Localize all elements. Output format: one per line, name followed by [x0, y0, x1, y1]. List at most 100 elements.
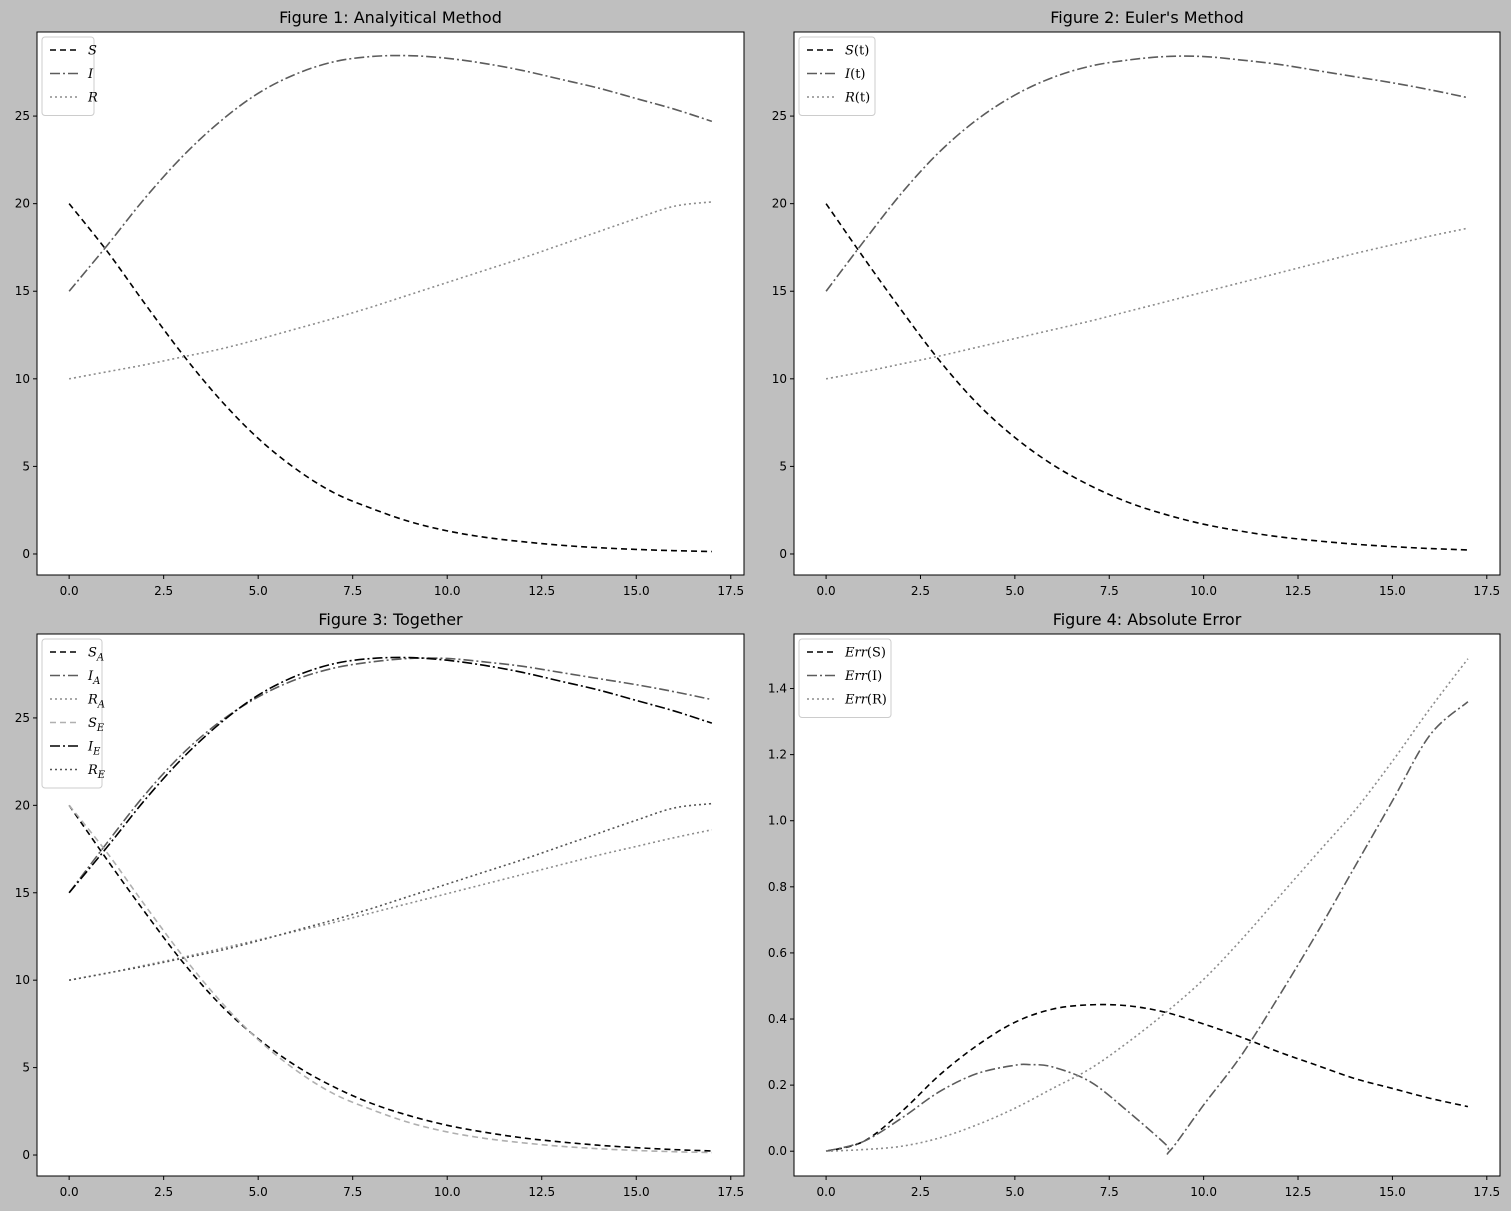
plot-area [37, 32, 744, 575]
legend-label: SE [88, 716, 105, 734]
y-tick-label: 20 [15, 197, 30, 211]
x-tick-label: 0.0 [817, 584, 836, 598]
plot-frame [793, 633, 1501, 1177]
chart-1-svg: Figure 1: Analyitical Method 0.0 2.5 5.0 7.5… [15, 8, 745, 598]
series-line-i [68, 54, 713, 292]
y-tick-label: 10 [772, 372, 787, 386]
x-tick-label: 10.0 [1190, 584, 1217, 598]
y-tick-label: 0 [22, 1148, 30, 1162]
x-tick-label: 15.0 [623, 1185, 650, 1199]
legend-box [798, 638, 892, 718]
y-tick-label: 0.6 [768, 946, 787, 960]
legend: SIR [41, 36, 98, 116]
x-tick-label: 0.0 [817, 1185, 836, 1199]
legend-label-suffix: (I) [867, 669, 882, 684]
legend-label: R [87, 91, 98, 106]
legend-box [798, 36, 876, 116]
legend-label: I(t) [844, 67, 866, 82]
x-tick-label: 17.5 [717, 584, 744, 598]
x-tick-label: 7.5 [1100, 1185, 1119, 1199]
legend-label-main: I [87, 740, 94, 755]
plot-frame [793, 31, 1501, 576]
legend-label-main: Err [844, 693, 868, 708]
legend-label-main: R [844, 91, 855, 106]
y-tick-label: 20 [15, 798, 30, 812]
legend-label-subscript: A [96, 653, 104, 664]
x-tick-label: 17.5 [1473, 584, 1500, 598]
series-line-s-t [825, 203, 1468, 551]
x-tick-label: 10.0 [434, 584, 461, 598]
x-tick-label: 17.5 [1473, 1185, 1500, 1199]
series-line-err-r [826, 658, 1469, 1153]
legend-label-main: R [87, 763, 98, 778]
x-tick-label: 17.5 [717, 1185, 744, 1199]
y-tick-label: 10 [15, 372, 30, 386]
legend-label-main: Err [844, 669, 868, 684]
x-tick-label: 10.0 [1190, 1185, 1217, 1199]
x-tick-label: 5.0 [249, 584, 268, 598]
legend-label-subscript: A [97, 700, 105, 711]
x-tick-label: 0.0 [60, 584, 79, 598]
chart-4-svg: Figure 4: Absolute Error 0.0 2.5 5.0 7.5 10.0… [768, 610, 1501, 1199]
series-line-err-s [825, 1003, 1469, 1152]
series-line-s [68, 203, 712, 553]
y-tick-label: 15 [15, 284, 30, 298]
chart-panel-3: Figure 3: Together 0.0 2.5 5.0 7.5 10.0 12.5 15… [0, 605, 756, 1211]
x-tick-label: 15.0 [623, 584, 650, 598]
legend: S(t)I(t)R(t) [798, 36, 876, 116]
y-tick-label: 0.4 [768, 1012, 787, 1026]
legend-label-subscript: A [92, 676, 100, 687]
x-tick-label: 10.0 [434, 1185, 461, 1199]
legend-label-main: I [844, 67, 851, 82]
legend-label: RA [87, 693, 105, 711]
legend-label-main: R [87, 91, 98, 106]
legend-label-suffix: (t) [854, 44, 869, 59]
chart-2-svg: Figure 2: Euler's Method 0.0 2.5 5.0 7.5 10.0… [772, 8, 1501, 598]
x-tick-label: 2.5 [911, 584, 930, 598]
y-tick-label: 1.2 [768, 748, 787, 762]
legend-label: Err(R) [844, 693, 887, 708]
legend-label: IE [87, 740, 101, 758]
legend-label-suffix: (t) [850, 67, 865, 82]
y-tick-label: 1.4 [768, 682, 787, 696]
y-tick-label: 0 [22, 547, 30, 561]
legend-box [41, 36, 95, 116]
x-tick-label: 12.5 [1285, 584, 1312, 598]
x-tick-label: 2.5 [154, 1185, 173, 1199]
x-tick-label: 15.0 [1379, 584, 1406, 598]
x-tick-label: 12.5 [1285, 1185, 1312, 1199]
y-tick-label: 0 [779, 547, 787, 561]
legend-label: Err(S) [844, 646, 886, 661]
legend-label-subscript: E [97, 770, 106, 781]
y-tick-label: 0.8 [768, 880, 787, 894]
plot-area [794, 32, 1500, 575]
legend-label: SA [88, 646, 104, 664]
legend-label: S [88, 44, 97, 59]
y-tick-label: 15 [15, 886, 30, 900]
x-tick-label: 7.5 [343, 584, 362, 598]
x-tick-label: 5.0 [249, 1185, 268, 1199]
chart-panel-2: Figure 2: Euler's Method 0.0 2.5 5.0 7.5 10.0… [756, 0, 1511, 605]
y-tick-label: 5 [779, 459, 787, 473]
series-line-i-t [825, 55, 1469, 292]
series-line-i-e [68, 656, 713, 894]
legend-label: IA [87, 669, 100, 687]
x-tick-label: 12.5 [528, 1185, 555, 1199]
legend: Err(S)Err(I)Err(R) [798, 638, 892, 718]
legend-label-subscript: E [92, 747, 101, 758]
plot-area [37, 634, 744, 1176]
x-tick-label: 2.5 [911, 1185, 930, 1199]
series-line-err-i [825, 701, 1469, 1155]
chart-panel-1: Figure 1: Analyitical Method 0.0 2.5 5.0 7.5… [0, 0, 756, 605]
x-tick-label: 7.5 [343, 1185, 362, 1199]
x-tick-label: 12.5 [528, 584, 555, 598]
legend-label-suffix: (t) [855, 91, 870, 106]
y-tick-label: 25 [772, 109, 787, 123]
plot-area [794, 634, 1500, 1176]
y-tick-label: 15 [772, 284, 787, 298]
legend-label-main: S [88, 716, 97, 731]
y-tick-label: 5 [22, 459, 30, 473]
plot-frame [36, 633, 745, 1177]
series-line-r [68, 201, 712, 380]
x-tick-label: 7.5 [1100, 584, 1119, 598]
